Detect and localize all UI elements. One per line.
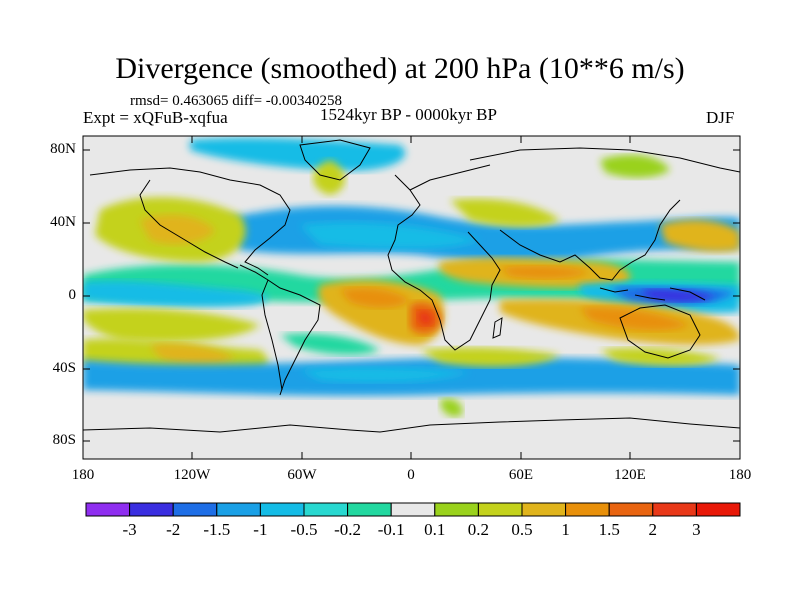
season-label: DJF bbox=[706, 108, 735, 127]
colorbar-label: -0.5 bbox=[290, 520, 318, 539]
colorbar-label: -3 bbox=[122, 520, 137, 539]
colorbar-swatch bbox=[565, 502, 610, 517]
period-label: 1524kyr BP - 0000kyr BP bbox=[320, 105, 497, 124]
lat-tick-label: 0 bbox=[68, 287, 77, 303]
colorbar-swatch bbox=[652, 502, 697, 517]
colorbar-swatch bbox=[303, 502, 349, 517]
colorbar-label: 0.2 bbox=[467, 520, 490, 539]
lon-tick-label: 60W bbox=[287, 467, 317, 483]
colorbar-label: 1.5 bbox=[598, 520, 620, 539]
stats-line: rmsd= 0.463065 diff= -0.00340258 bbox=[130, 93, 343, 109]
divergence-field bbox=[83, 137, 740, 417]
lat-tick-label: 80N bbox=[50, 141, 76, 157]
colorbar-label: -1 bbox=[253, 520, 268, 539]
lon-tick-label: 60E bbox=[508, 467, 534, 483]
colorbar bbox=[85, 502, 741, 517]
axis-ticks bbox=[82, 136, 741, 459]
colorbar-label: -1.5 bbox=[203, 520, 231, 539]
colorbar-label: -2 bbox=[166, 520, 181, 539]
lat-tick-label: 80S bbox=[52, 432, 76, 448]
lon-tick-label: 120W bbox=[173, 467, 211, 483]
colorbar-label: -0.2 bbox=[334, 520, 362, 539]
colorbar-label: 3 bbox=[692, 520, 701, 539]
coastlines bbox=[83, 139, 740, 433]
lat-tick-label: 40S bbox=[52, 360, 76, 376]
colorbar-swatch bbox=[521, 502, 567, 517]
colorbar-swatch bbox=[347, 502, 392, 517]
experiment-label: Expt = xQFuB-xqfua bbox=[83, 108, 228, 127]
lon-tick-label: 120E bbox=[614, 467, 646, 483]
lon-tick-label: 180 bbox=[728, 467, 752, 483]
lon-tick-label: 180 bbox=[71, 467, 95, 483]
colorbar-swatch bbox=[85, 502, 131, 517]
colorbar-swatch bbox=[695, 502, 741, 517]
colorbar-swatch bbox=[390, 502, 436, 517]
colorbar-swatch bbox=[608, 502, 654, 517]
colorbar-label: 0.1 bbox=[424, 520, 446, 539]
map-title: Divergence (smoothed) at 200 hPa (10**6 … bbox=[115, 52, 685, 85]
colorbar-label: 2 bbox=[648, 520, 658, 539]
colorbar-label: -0.1 bbox=[377, 520, 405, 539]
colorbar-swatch bbox=[477, 502, 523, 517]
colorbar-swatch bbox=[216, 502, 261, 517]
colorbar-label: 0.5 bbox=[511, 520, 533, 539]
lat-tick-label: 40N bbox=[50, 214, 76, 230]
colorbar-swatch bbox=[259, 502, 305, 517]
colorbar-label: 1 bbox=[561, 520, 570, 539]
colorbar-swatch bbox=[434, 502, 479, 517]
lon-tick-label: 0 bbox=[407, 467, 415, 483]
colorbar-swatch bbox=[172, 502, 218, 517]
colorbar-swatch bbox=[129, 502, 174, 517]
